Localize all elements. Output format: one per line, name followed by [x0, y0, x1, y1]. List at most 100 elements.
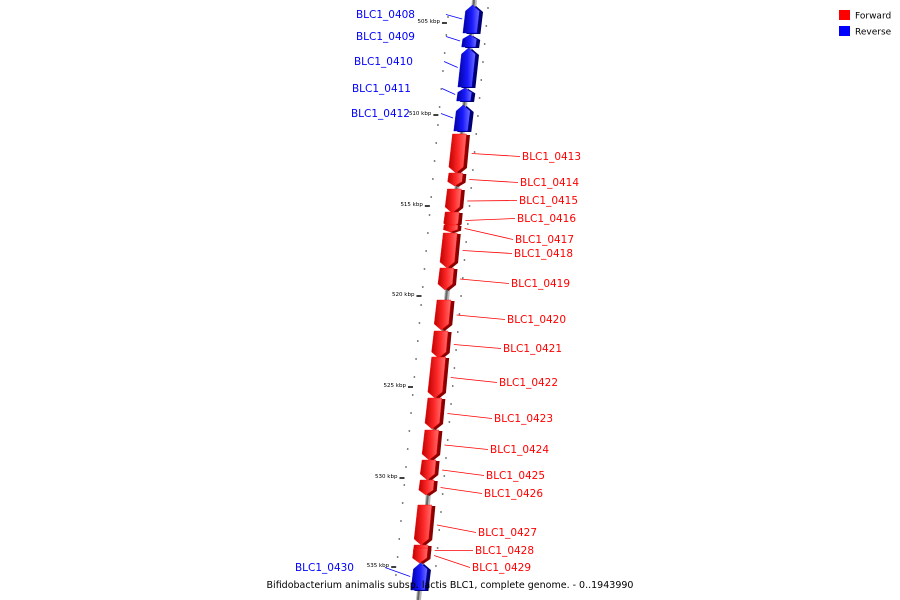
- gene-label[interactable]: BLC1_0409: [356, 31, 415, 43]
- gene-blc1_0417[interactable]: BLC1_0417: [443, 224, 574, 246]
- gene-blc1_0424[interactable]: BLC1_0424: [421, 429, 549, 461]
- gene-blc1_0408[interactable]: BLC1_0408: [356, 4, 484, 34]
- gene-label[interactable]: BLC1_0423: [494, 413, 553, 425]
- gene-blc1_0409[interactable]: BLC1_0409: [356, 31, 481, 48]
- major-ticks: 505 kbp 510 kbp 515 kbp 520 kbp 525 kbp 530 k…: [367, 19, 447, 569]
- gene-blc1_0411[interactable]: BLC1_0411: [352, 83, 476, 102]
- gene-blc1_0423[interactable]: BLC1_0423: [424, 397, 553, 430]
- tick-label: 520 kbp: [392, 292, 415, 298]
- gene-arrow: [444, 188, 462, 214]
- gene-label[interactable]: BLC1_0410: [354, 56, 413, 68]
- gene-label-connector: [456, 314, 506, 320]
- gene-arrow: [447, 172, 464, 187]
- gene-arrow: [439, 232, 458, 269]
- gene-label-connector: [469, 179, 519, 183]
- gene-label[interactable]: BLC1_0417: [515, 234, 574, 246]
- gene-blc1_0428[interactable]: BLC1_0428: [412, 544, 534, 557]
- gene-label[interactable]: BLC1_0411: [352, 83, 411, 95]
- gene-arrow: [453, 104, 471, 132]
- gene-blc1_0419[interactable]: BLC1_0419: [437, 267, 570, 291]
- gene-blc1_0413[interactable]: BLC1_0413: [448, 133, 581, 174]
- gene-arrow: [412, 547, 429, 564]
- reverse-swatch: [839, 26, 850, 36]
- gene-arrow: [457, 47, 476, 88]
- legend-forward: Forward: [839, 10, 891, 22]
- gene-arrow: [462, 4, 480, 34]
- gene-label[interactable]: BLC1_0428: [475, 545, 534, 557]
- gene-label-connector: [447, 413, 493, 419]
- gene-label-connector: [445, 14, 463, 20]
- gene-label[interactable]: BLC1_0416: [517, 213, 576, 225]
- gene-label[interactable]: BLC1_0425: [486, 470, 545, 482]
- gene-blc1_0415[interactable]: BLC1_0415: [444, 188, 578, 214]
- gene-label[interactable]: BLC1_0412: [351, 108, 410, 120]
- gene-arrow: [424, 397, 443, 430]
- gene-arrow: [456, 87, 473, 102]
- gene-blc1_0427[interactable]: BLC1_0427: [413, 504, 537, 546]
- genome-caption: Bifidobacterium animalis subsp. lactis B…: [267, 580, 634, 591]
- gene-arrow: [461, 34, 477, 48]
- gene-label-connector: [464, 228, 514, 240]
- gene-arrow: [413, 504, 433, 546]
- gene-blc1_0430[interactable]: BLC1_0430: [295, 562, 431, 591]
- gene-label-connector: [442, 469, 485, 476]
- gene-blc1_0421[interactable]: BLC1_0421: [431, 330, 562, 359]
- forward-swatch: [839, 10, 850, 20]
- gene-blc1_0418[interactable]: BLC1_0418: [439, 232, 573, 269]
- gene-blc1_0410[interactable]: BLC1_0410: [354, 47, 480, 88]
- gene-label[interactable]: BLC1_0426: [484, 488, 543, 500]
- gene-label[interactable]: BLC1_0429: [472, 562, 531, 574]
- gene-arrow: [437, 267, 455, 291]
- gene-label-connector: [444, 444, 489, 450]
- gene-label-connector: [471, 153, 521, 157]
- tick-label: 510 kbp: [409, 111, 432, 117]
- gene-arrow: [448, 133, 467, 174]
- gene-arrow: [443, 224, 459, 233]
- gene-arrow: [421, 429, 440, 461]
- legend-forward-label: Forward: [855, 12, 891, 22]
- gene-arrow: [410, 562, 428, 591]
- gene-label-connector: [459, 278, 510, 284]
- gene-label[interactable]: BLC1_0427: [478, 527, 537, 539]
- gene-blc1_0425[interactable]: BLC1_0425: [419, 459, 545, 482]
- gene-blc1_0429[interactable]: BLC1_0429: [412, 547, 531, 574]
- gene-label-connector: [445, 36, 461, 42]
- gene-blc1_0416[interactable]: BLC1_0416: [443, 211, 577, 230]
- tick-label: 515 kbp: [400, 202, 423, 208]
- gene-label-connector: [441, 88, 456, 95]
- gene-arrow: [418, 479, 435, 496]
- gene-label[interactable]: BLC1_0424: [490, 444, 549, 456]
- gene-arrow: [433, 299, 452, 331]
- gene-arrow: [427, 356, 446, 399]
- gene-label[interactable]: BLC1_0408: [356, 9, 415, 21]
- gene-label[interactable]: BLC1_0420: [507, 314, 566, 326]
- gene-blc1_0422[interactable]: BLC1_0422: [427, 356, 558, 399]
- gene-label[interactable]: BLC1_0413: [522, 151, 581, 163]
- gene-label[interactable]: BLC1_0430: [295, 562, 354, 574]
- gene-blc1_0420[interactable]: BLC1_0420: [433, 299, 566, 331]
- gene-label-connector: [467, 200, 518, 202]
- gene-label[interactable]: BLC1_0422: [499, 377, 558, 389]
- tick-label: 525 kbp: [384, 383, 407, 389]
- minor-ticks: [395, 7, 489, 576]
- gene-blc1_0426[interactable]: BLC1_0426: [418, 479, 544, 500]
- gene-label[interactable]: BLC1_0419: [511, 278, 570, 290]
- gene-label[interactable]: BLC1_0415: [519, 195, 578, 207]
- gene-blc1_0414[interactable]: BLC1_0414: [447, 172, 580, 189]
- gene-label-connector: [436, 524, 477, 533]
- gene-label-connector: [462, 250, 513, 254]
- gene-label-connector: [440, 487, 483, 494]
- legend-reverse: Reverse: [839, 26, 892, 38]
- tick-label: 530 kbp: [375, 474, 398, 480]
- gene-label-connector: [450, 377, 498, 383]
- tick-label: 505 kbp: [418, 19, 441, 25]
- gene-label[interactable]: BLC1_0418: [514, 248, 573, 260]
- gene-label-connector: [465, 218, 516, 221]
- gene-label-connector: [434, 555, 471, 568]
- gene-blc1_0412[interactable]: BLC1_0412: [351, 104, 474, 132]
- gene-arrow: [431, 330, 449, 359]
- gene-label[interactable]: BLC1_0421: [503, 343, 562, 355]
- gene-label-connector: [440, 113, 454, 119]
- gene-label[interactable]: BLC1_0414: [520, 177, 579, 189]
